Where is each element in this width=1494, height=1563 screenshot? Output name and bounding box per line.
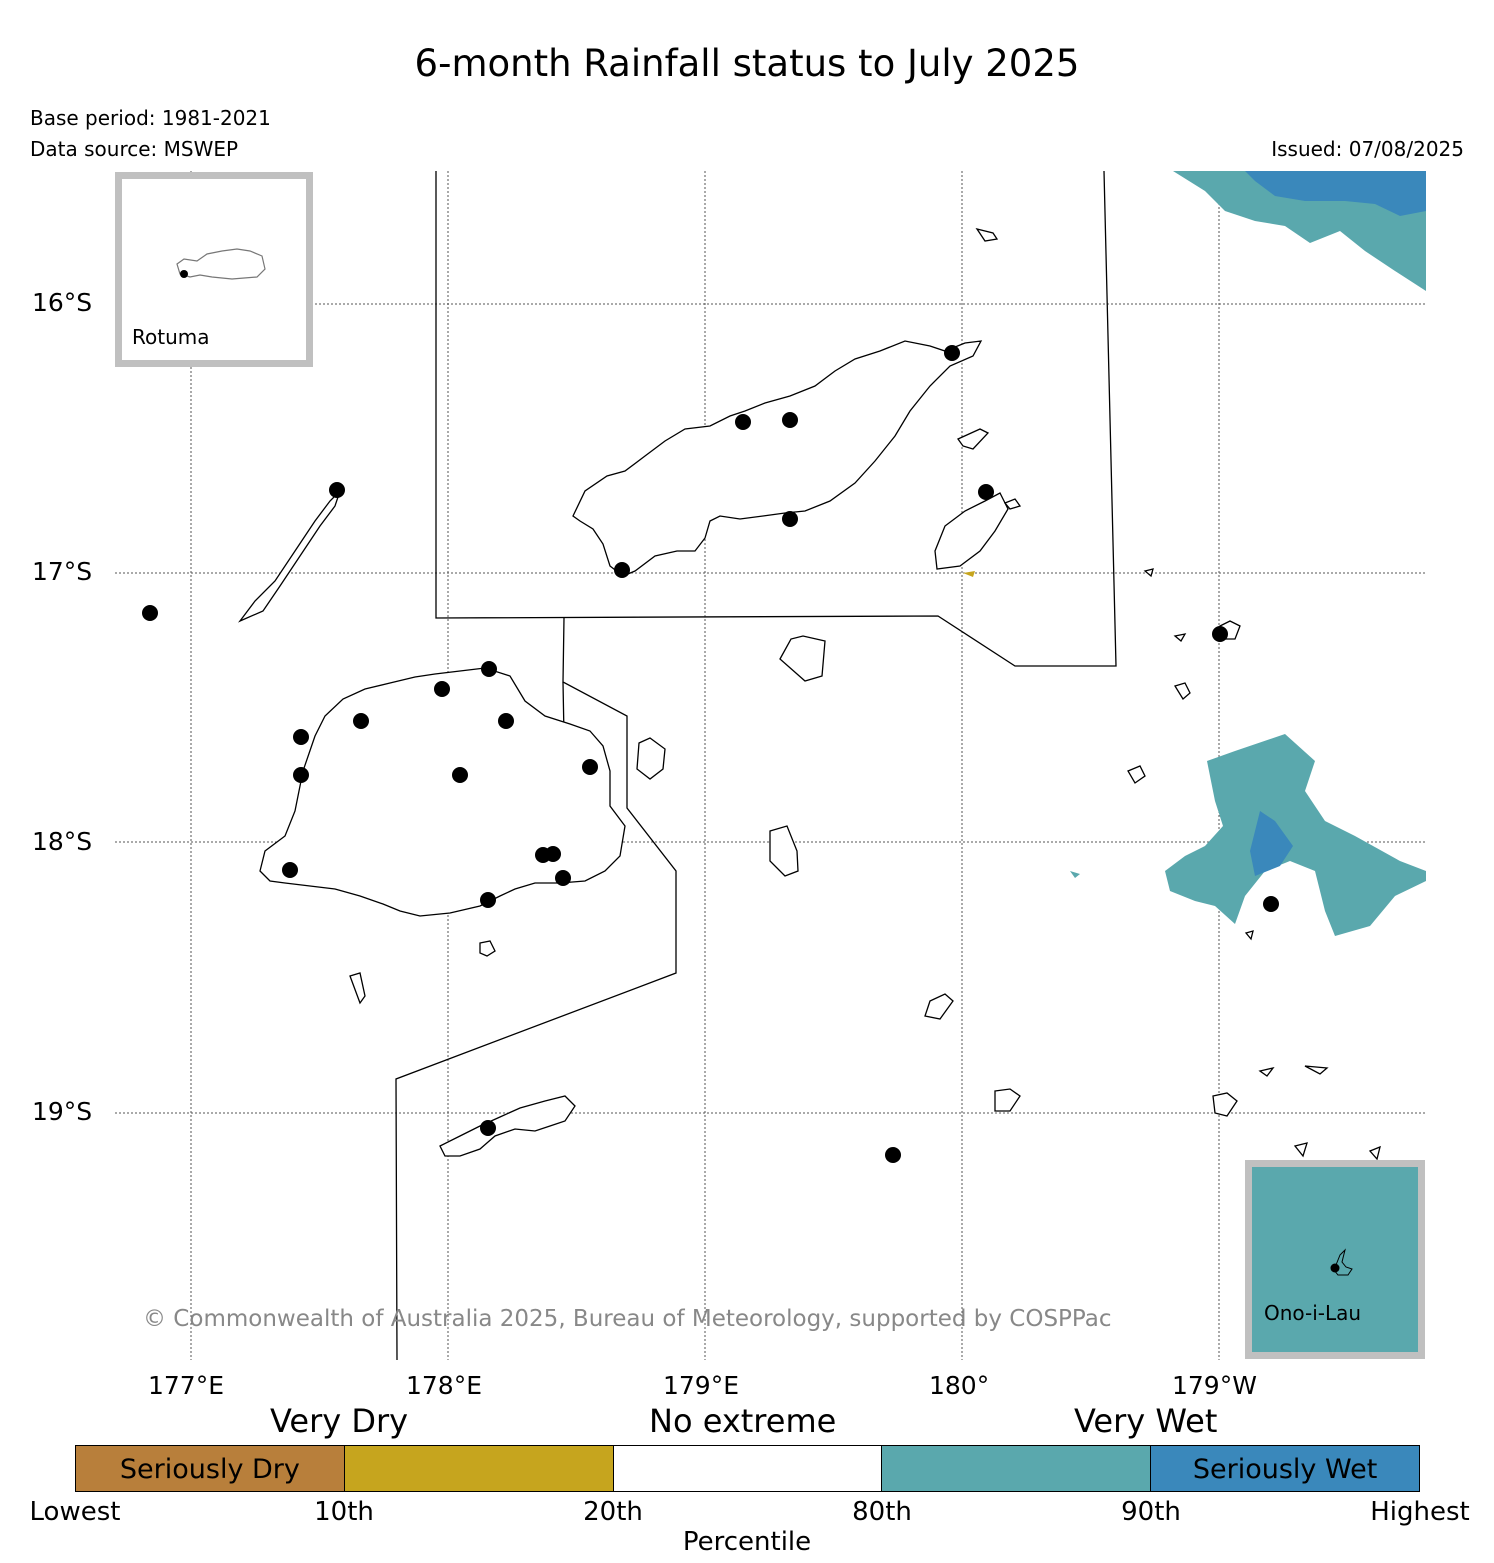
- legend-segment-seriously-wet: Seriously Wet: [1151, 1446, 1419, 1491]
- lon-label-178e: 178°E: [406, 1371, 483, 1400]
- island-vanua-levu: [572, 340, 983, 577]
- island-taveuni: [934, 492, 1009, 570]
- island-kadavu: [439, 1095, 576, 1157]
- station-dot: [293, 767, 309, 783]
- map-title: 6-month Rainfall status to July 2025: [414, 42, 1080, 85]
- lat-label-19s: 19°S: [32, 1097, 93, 1126]
- legend-tick-80th: 80th: [852, 1497, 912, 1527]
- station-dot: [480, 892, 496, 908]
- legend-segment-seriously-dry: Seriously Dry: [76, 1446, 345, 1491]
- station-dot: [782, 412, 798, 428]
- station-dot: [329, 482, 345, 498]
- island-viti-levu: [259, 667, 626, 917]
- legend-category-very-dry: Very Dry: [270, 1402, 409, 1440]
- station-dot: [545, 846, 561, 862]
- lat-label-18s: 18°S: [32, 827, 93, 856]
- legend-segment-no-extreme: [613, 1446, 883, 1491]
- station-dot: [782, 511, 798, 527]
- graticule: [115, 171, 1426, 1360]
- lat-label-17s: 17°S: [32, 557, 93, 586]
- station-dot: [555, 870, 571, 886]
- coastlines: [238, 227, 1381, 1161]
- inset-ono-i-lau: Ono-i-Lau: [1245, 1160, 1425, 1359]
- legend-segment-label: Seriously Dry: [119, 1454, 300, 1485]
- lon-label-179e: 179°E: [663, 1371, 740, 1400]
- legend-category-no-extreme: No extreme: [649, 1402, 837, 1440]
- station-dot: [978, 484, 994, 500]
- station-dot: [582, 759, 598, 775]
- legend-segment-very-wet: [882, 1446, 1152, 1491]
- inset-label-ono-i-lau: Ono-i-Lau: [1264, 1301, 1362, 1325]
- island-yasawa: [238, 490, 341, 623]
- lon-label-180: 180°: [929, 1371, 990, 1400]
- legend-tick-highest: Highest: [1370, 1497, 1470, 1527]
- station-dot: [452, 767, 468, 783]
- station-dot: [498, 713, 514, 729]
- very-wet-area-east: [1165, 734, 1426, 936]
- legend-tick-10th: 10th: [314, 1497, 374, 1527]
- rotuma-island-outline: [176, 248, 266, 280]
- lon-label-177e: 177°E: [148, 1371, 225, 1400]
- station-dot: [614, 562, 630, 578]
- lat-label-16s: 16°S: [32, 288, 93, 317]
- station-dot: [480, 1120, 496, 1136]
- station-dot: [481, 661, 497, 677]
- legend-tick-90th: 90th: [1121, 1497, 1181, 1527]
- station-dot: [434, 681, 450, 697]
- station-dot: [1263, 896, 1279, 912]
- legend-category-very-wet: Very Wet: [1074, 1402, 1218, 1440]
- legend-tick-20th: 20th: [583, 1497, 643, 1527]
- seriously-wet-area-northeast: [1245, 171, 1426, 216]
- data-source: Data source: MSWEP: [30, 137, 239, 161]
- copyright-notice: © Commonwealth of Australia 2025, Bureau…: [143, 1306, 1112, 1332]
- issued-date: Issued: 07/08/2025: [1271, 137, 1464, 161]
- legend-axis-title: Percentile: [682, 1527, 812, 1557]
- very-wet-speck: [1070, 871, 1080, 878]
- ono-i-lau-island-outline: [1330, 1248, 1353, 1276]
- very-dry-speck: [963, 571, 975, 577]
- legend-colorbar: Seriously Dry Seriously Wet: [75, 1445, 1420, 1492]
- seriously-wet-area-east: [1250, 811, 1293, 876]
- inset-rotuma: Rotuma: [115, 172, 313, 367]
- rainfall-map: [115, 171, 1426, 1360]
- lon-label-179w: 179°W: [1172, 1371, 1257, 1400]
- station-dot: [142, 605, 158, 621]
- inset-label-rotuma: Rotuma: [132, 325, 210, 349]
- station-dot: [885, 1147, 901, 1163]
- base-period: Base period: 1981-2021: [30, 106, 271, 130]
- station-dot: [293, 729, 309, 745]
- station-dot: [282, 862, 298, 878]
- station-dot: [944, 345, 960, 361]
- legend-segment-label: Seriously Wet: [1192, 1454, 1378, 1485]
- station-dots: [142, 345, 1279, 1163]
- station-dot: [735, 414, 751, 430]
- station-dot: [353, 713, 369, 729]
- legend-tick-lowest: Lowest: [29, 1497, 121, 1527]
- station-dot: [1212, 626, 1228, 642]
- legend-segment-very-dry: [344, 1446, 614, 1491]
